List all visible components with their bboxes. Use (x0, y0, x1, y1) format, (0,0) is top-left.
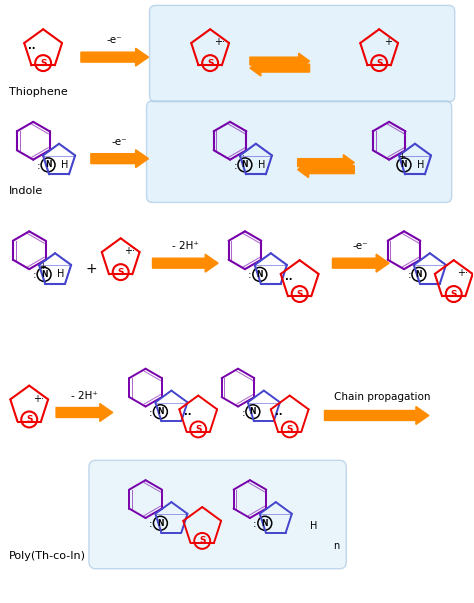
Text: -e⁻: -e⁻ (107, 35, 123, 45)
Text: Poly(Th-co-In): Poly(Th-co-In) (9, 551, 86, 561)
Text: S: S (296, 289, 303, 298)
Text: ..: .. (28, 41, 36, 51)
FancyBboxPatch shape (89, 460, 346, 569)
Text: S: S (376, 58, 383, 68)
FancyBboxPatch shape (149, 5, 455, 102)
Text: :: : (248, 270, 252, 280)
Text: H: H (417, 160, 424, 170)
Text: S: S (207, 58, 213, 68)
Text: S: S (40, 58, 46, 68)
Text: :: : (33, 270, 36, 280)
Text: Chain propagation: Chain propagation (335, 391, 431, 402)
Text: ..: .. (275, 408, 283, 417)
Text: -e⁻: -e⁻ (112, 137, 128, 147)
Text: :: : (253, 519, 257, 529)
Polygon shape (298, 155, 354, 171)
Text: N: N (242, 160, 248, 169)
Text: n: n (333, 541, 340, 551)
Text: :: : (241, 408, 245, 418)
Text: Indole: Indole (9, 186, 44, 197)
Text: +: + (39, 262, 46, 271)
Text: N: N (250, 407, 256, 416)
Text: :: : (407, 270, 411, 280)
Text: - 2H⁺: - 2H⁺ (71, 391, 98, 400)
Text: S: S (195, 425, 201, 434)
Text: ·: · (242, 153, 244, 162)
Text: S: S (199, 537, 205, 545)
Text: +: + (399, 153, 405, 162)
Text: +: + (86, 262, 98, 276)
Text: +: + (384, 37, 392, 47)
Text: S: S (450, 289, 457, 298)
Polygon shape (56, 403, 113, 421)
Text: :: : (149, 408, 153, 418)
Text: S: S (118, 268, 124, 277)
Text: N: N (45, 160, 51, 169)
FancyBboxPatch shape (146, 101, 452, 203)
Text: :: : (149, 519, 153, 529)
Text: +·: +· (33, 394, 44, 403)
Text: Thiophene: Thiophene (9, 87, 68, 97)
Polygon shape (250, 53, 310, 69)
Text: H: H (258, 160, 265, 170)
Text: ..: .. (183, 408, 191, 417)
Text: +·: +· (214, 37, 225, 47)
Text: :: : (233, 161, 237, 171)
Polygon shape (91, 150, 148, 168)
Text: N: N (41, 270, 47, 279)
Text: :: : (36, 161, 40, 171)
Text: N: N (157, 519, 164, 528)
Text: H: H (61, 160, 68, 170)
Text: N: N (262, 519, 268, 528)
Text: N: N (401, 160, 407, 169)
Text: N: N (256, 270, 263, 279)
Polygon shape (250, 60, 310, 76)
Text: H: H (57, 270, 64, 279)
Text: H: H (310, 521, 317, 531)
Polygon shape (81, 48, 148, 66)
Polygon shape (298, 162, 354, 177)
Text: -e⁻: -e⁻ (353, 241, 369, 251)
Text: +·: +· (124, 246, 135, 256)
Polygon shape (325, 406, 429, 425)
Text: N: N (416, 270, 422, 279)
Polygon shape (332, 254, 389, 272)
Text: +·: +· (457, 268, 468, 278)
Polygon shape (153, 254, 218, 272)
Text: S: S (26, 415, 33, 424)
Text: - 2H⁺: - 2H⁺ (172, 241, 199, 251)
Text: N: N (157, 407, 164, 416)
Text: S: S (286, 425, 293, 434)
Text: ..: .. (285, 272, 292, 282)
